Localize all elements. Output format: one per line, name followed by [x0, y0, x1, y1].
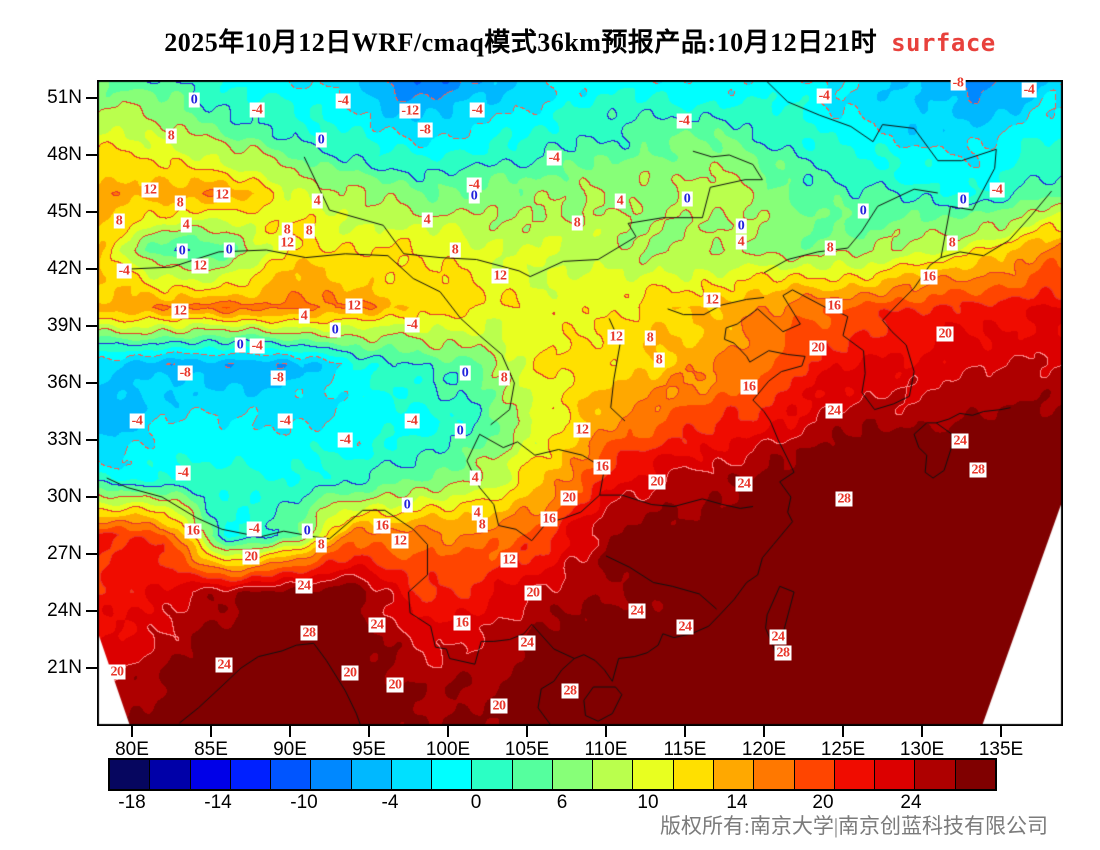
lon-tick — [131, 726, 133, 737]
lat-tick — [86, 667, 97, 669]
lat-tick-label: 21N — [47, 657, 82, 678]
colorbar-tick-label: -10 — [290, 792, 318, 813]
lat-tick — [86, 610, 97, 612]
colorbar-cell — [915, 760, 956, 789]
colorbar-cell — [110, 760, 151, 789]
lat-tick-label: 30N — [47, 486, 82, 507]
lon-tick — [921, 726, 923, 737]
colorbar-cell — [955, 760, 995, 789]
colorbar-cell — [673, 760, 714, 789]
colorbar-cell — [713, 760, 755, 789]
lon-tick — [1000, 726, 1002, 737]
lon-tick — [684, 726, 686, 737]
lon-tick — [763, 726, 765, 737]
colorbar-tick-label: -18 — [118, 792, 146, 813]
lon-tick — [447, 726, 449, 737]
lat-tick — [86, 382, 97, 384]
colorbar-cell — [190, 760, 231, 789]
lon-tick — [526, 726, 528, 737]
colorbar-cell — [351, 760, 392, 789]
colorbar-cell — [794, 760, 835, 789]
lon-tick — [289, 726, 291, 737]
lat-tick — [86, 97, 97, 99]
lat-tick — [86, 325, 97, 327]
lat-tick — [86, 439, 97, 441]
lat-tick-label: 51N — [47, 87, 82, 108]
lat-tick-label: 45N — [47, 201, 82, 222]
lon-tick — [605, 726, 607, 737]
title-text: 2025年10月12日WRF/cmaq模式36km预报产品:10月12日21时 — [164, 28, 878, 57]
colorbar-cell — [875, 760, 916, 789]
colorbar-cell — [230, 760, 272, 789]
colorbar-cell — [150, 760, 191, 789]
lon-tick — [210, 726, 212, 737]
colorbar-cell — [271, 760, 312, 789]
lat-tick — [86, 496, 97, 498]
lat-tick-label: 36N — [47, 372, 82, 393]
colorbar-cell — [311, 760, 352, 789]
lat-tick — [86, 268, 97, 270]
colorbar-cell — [633, 760, 674, 789]
lat-tick — [86, 154, 97, 156]
colorbar-tick-label: 24 — [900, 792, 922, 813]
lat-tick-label: 33N — [47, 429, 82, 450]
title-variable-tag: surface — [891, 29, 996, 57]
colorbar-tick-label: -4 — [381, 792, 399, 813]
colorbar-cell — [834, 760, 876, 789]
lat-tick-label: 27N — [47, 543, 82, 564]
lat-tick — [86, 553, 97, 555]
temperature-map-canvas — [97, 80, 1063, 726]
lat-tick — [86, 211, 97, 213]
colorbar-tick-label: 6 — [556, 792, 568, 813]
lat-tick-label: 39N — [47, 315, 82, 336]
temperature-colorbar — [108, 758, 997, 791]
colorbar-tick-label: -14 — [204, 792, 232, 813]
lon-tick — [368, 726, 370, 737]
colorbar-cell — [512, 760, 553, 789]
colorbar-tick-label: 10 — [637, 792, 659, 813]
colorbar-cell — [391, 760, 433, 789]
colorbar-cell — [552, 760, 594, 789]
page-title: 2025年10月12日WRF/cmaq模式36km预报产品:10月12日21时 s… — [97, 22, 1063, 59]
colorbar-tick-label: 20 — [812, 792, 834, 813]
colorbar-cell — [432, 760, 473, 789]
colorbar-cell — [593, 760, 634, 789]
lat-tick-label: 24N — [47, 600, 82, 621]
colorbar-cell — [472, 760, 513, 789]
colorbar-cell — [754, 760, 795, 789]
colorbar-tick-label: 14 — [726, 792, 748, 813]
lon-tick — [842, 726, 844, 737]
copyright-text: 版权所有:南京大学|南京创蓝科技有限公司 — [660, 814, 1049, 838]
colorbar-tick-label: 0 — [470, 792, 482, 813]
lat-tick-label: 48N — [47, 144, 82, 165]
lat-tick-label: 42N — [47, 258, 82, 279]
